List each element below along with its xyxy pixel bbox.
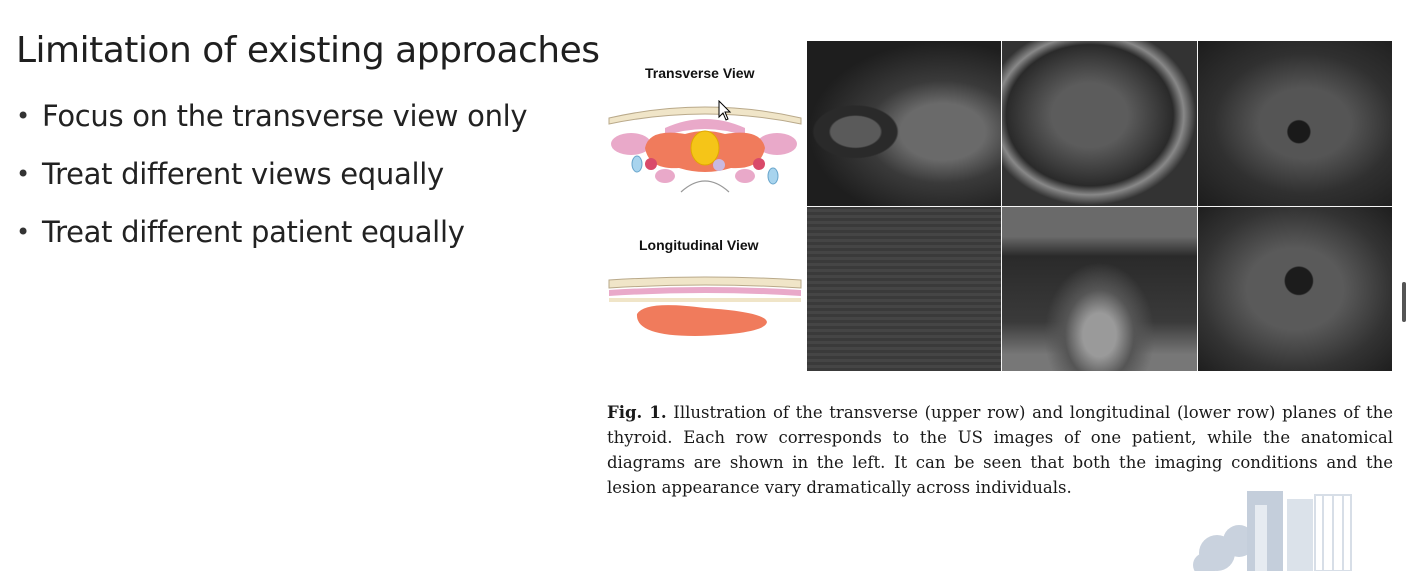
bullet-item: • Treat different patient equally — [16, 212, 527, 270]
ultrasound-image — [1197, 206, 1392, 371]
transverse-view-label: Transverse View — [645, 65, 755, 81]
ultrasound-image — [807, 206, 1002, 371]
bullet-dot-icon: • — [16, 160, 30, 188]
bullet-item: • Focus on the transverse view only — [16, 96, 528, 154]
figure-caption: Fig. 1. Illustration of the transverse (… — [607, 400, 1393, 500]
artery-left — [645, 158, 657, 170]
skin-layer — [608, 106, 802, 125]
caption-text: Illustration of the transverse (upper ro… — [607, 403, 1393, 497]
sternocleidomastoid-left — [611, 133, 651, 155]
longitudinal-view-label: Longitudinal View — [639, 237, 759, 253]
longitudinal-diagram — [608, 276, 802, 336]
trachea — [690, 130, 720, 166]
bullet-list: • Focus on the transverse view only • Trea… — [16, 96, 528, 270]
mouse-pointer-icon — [718, 100, 732, 121]
bullet-text: Focus on the transverse view only — [42, 99, 528, 133]
ultrasound-image — [1197, 41, 1392, 206]
strap-muscle — [665, 119, 745, 136]
thyroid-lobe — [636, 305, 767, 336]
vertebra-outline — [680, 180, 730, 193]
vein-right — [767, 167, 779, 185]
artery-right — [753, 158, 765, 170]
ultrasound-image — [1002, 206, 1197, 371]
bullet-text: Treat different views equally — [42, 157, 444, 191]
muscle-layer — [609, 287, 801, 296]
vein-left — [631, 155, 643, 173]
esophagus — [713, 159, 725, 171]
bullet-dot-icon: • — [16, 218, 30, 246]
scroll-handle[interactable] — [1402, 282, 1406, 322]
bullet-item: • Treat different views equally — [16, 154, 527, 212]
transverse-diagram — [608, 106, 802, 193]
bullet-text: Treat different patient equally — [42, 215, 465, 249]
bullet-dot-icon: • — [16, 102, 30, 130]
figure-number: Fig. 1. — [607, 403, 667, 422]
ultrasound-image — [1002, 41, 1197, 206]
sternocleidomastoid-right — [757, 133, 797, 155]
city-skyline-decoration — [1193, 491, 1352, 571]
muscle-right-lower — [735, 169, 755, 183]
muscle-left-lower — [655, 169, 675, 183]
skin-layer — [608, 276, 802, 289]
ultrasound-image — [807, 41, 1002, 206]
slide-title: Limitation of existing approaches — [16, 30, 600, 71]
figure-panel: Transverse View Longitudinal View — [605, 38, 1395, 373]
ultrasound-image-grid — [807, 41, 1392, 371]
fascia-layer — [609, 298, 801, 302]
